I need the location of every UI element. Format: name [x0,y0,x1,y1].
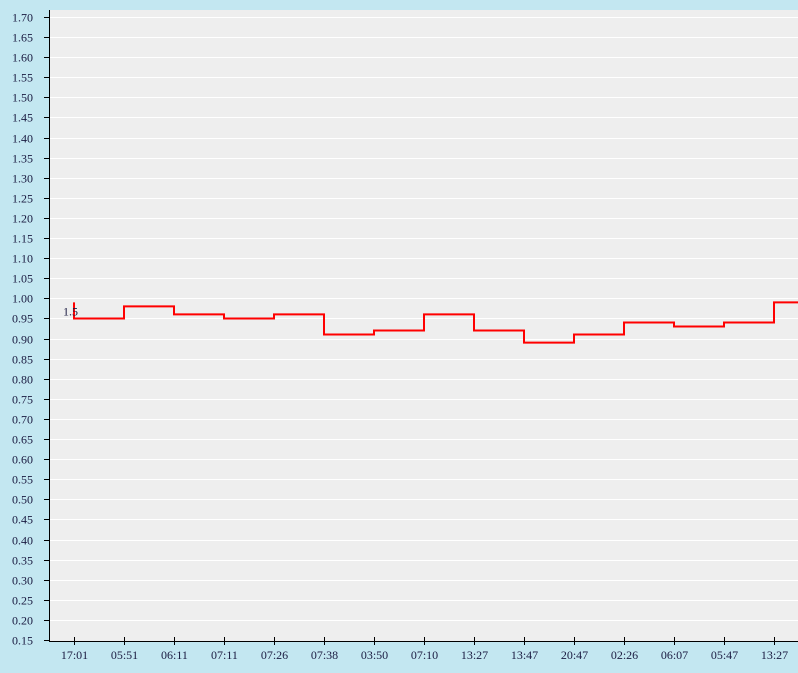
y-tick-label: 1.25 [12,192,33,206]
y-tick-label: 0.35 [12,554,33,568]
y-tick-label: 0.95 [12,312,33,326]
data-annotation: 1.5 [63,304,78,318]
x-tick-label: 06:11 [161,648,188,662]
y-tick-label: 0.80 [12,373,33,387]
y-tick-label: 1.65 [12,31,33,45]
y-tick-label: 1.45 [12,111,33,125]
x-tick-label: 05:47 [711,648,738,662]
x-tick-label: 06:07 [661,648,688,662]
y-tick-label: 1.70 [12,11,33,25]
x-tick-label: 13:27 [761,648,788,662]
x-tick-label: 07:38 [311,648,338,662]
y-tick-label: 0.75 [12,393,33,407]
x-tick-label: 02:26 [611,648,638,662]
y-tick-label: 1.50 [12,91,33,105]
y-tick-label: 1.15 [12,232,33,246]
y-tick-label: 0.45 [12,513,33,527]
y-tick-label: 0.60 [12,453,33,467]
y-tick-label: 0.90 [12,333,33,347]
y-tick-label: 1.55 [12,71,33,85]
x-tick-label: 17:01 [61,648,88,662]
x-tick-label: 07:11 [211,648,238,662]
x-tick-label: 13:27 [461,648,488,662]
y-tick-label: 1.40 [12,132,33,146]
y-tick-label: 0.25 [12,594,33,608]
x-tick-label: 20:47 [561,648,588,662]
y-tick-label: 1.05 [12,272,33,286]
y-tick-label: 1.30 [12,172,33,186]
y-tick-label: 1.35 [12,152,33,166]
x-tick-label: 07:10 [411,648,438,662]
x-tick-label: 07:26 [261,648,288,662]
y-tick-label: 1.10 [12,252,33,266]
y-tick-label: 0.70 [12,413,33,427]
y-tick-label: 0.50 [12,493,33,507]
y-tick-label: 0.40 [12,534,33,548]
y-tick-label: 1.00 [12,292,33,306]
y-tick-label: 0.20 [12,614,33,628]
y-tick-label: 0.30 [12,574,33,588]
x-tick-label: 13:47 [511,648,538,662]
y-tick-label: 0.55 [12,473,33,487]
series-line [73,301,798,344]
y-tick-label: 0.15 [12,634,33,648]
y-tick-label: 1.60 [12,51,33,65]
x-tick-label: 05:51 [111,648,138,662]
x-tick-label: 03:50 [361,648,388,662]
y-tick-label: 1.20 [12,212,33,226]
y-tick-label: 0.85 [12,353,33,367]
y-tick-label: 0.65 [12,433,33,447]
